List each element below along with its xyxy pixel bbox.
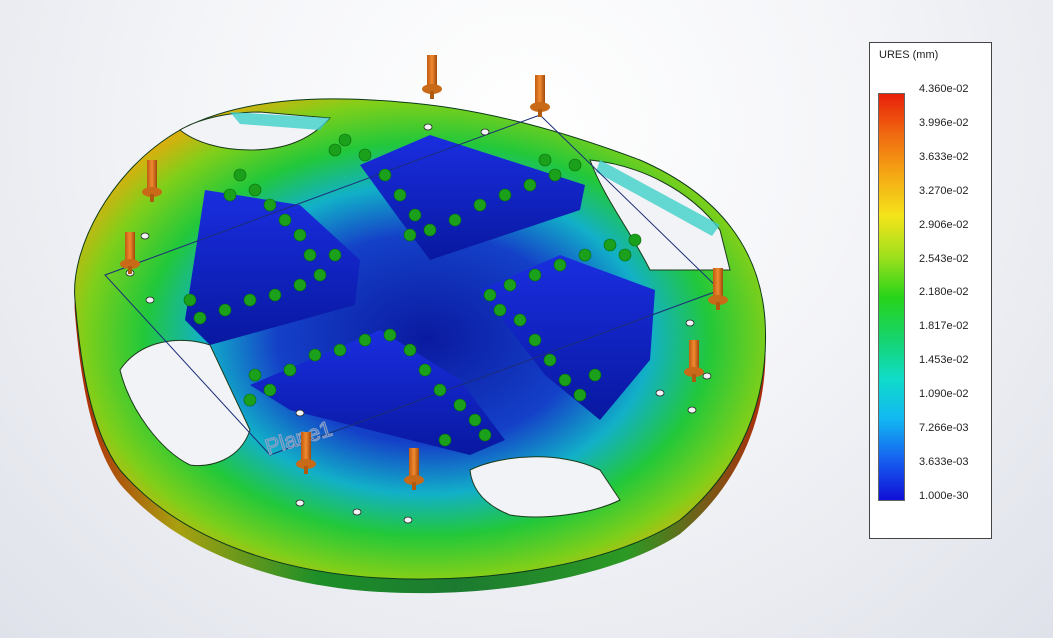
legend-tick-label: 2.543e-02 [919, 252, 969, 265]
cutout-walls [230, 112, 720, 236]
fixture-cluster-sw [243, 328, 492, 447]
fixture-cluster-ne [328, 133, 582, 242]
bolt [296, 432, 316, 474]
legend-tick-label: 3.633e-02 [919, 150, 969, 163]
legend-tick-label: 1.000e-30 [919, 489, 969, 502]
legend-color-bar [878, 93, 905, 501]
legend-tick-label: 3.270e-02 [919, 184, 969, 197]
fixture-cluster-se [483, 233, 642, 402]
fixture-cluster-nw [183, 168, 342, 325]
bolt [142, 160, 162, 202]
bolt [422, 55, 442, 99]
fixture-symbols [183, 133, 642, 447]
bolt [708, 268, 728, 310]
bolt [684, 340, 704, 382]
legend-tick-label: 3.633e-03 [919, 455, 969, 468]
legend-tick-label: 4.360e-02 [919, 83, 969, 95]
bolts [120, 55, 728, 490]
legend-tick-label: 1.090e-02 [919, 388, 969, 401]
results-legend[interactable]: URES (mm) 4.360e-02 3.996e-02 3.633e-02 3.2… [869, 42, 992, 539]
legend-title: URES (mm) [879, 49, 939, 61]
bolt [120, 232, 140, 274]
legend-tick-label: 1.453e-02 [919, 354, 969, 367]
bolt [404, 448, 424, 490]
bolt [530, 75, 550, 117]
legend-tick-label: 2.180e-02 [919, 286, 969, 299]
legend-tick-label: 3.996e-02 [919, 116, 969, 129]
bolt-holes [125, 123, 712, 524]
legend-tick-label: 1.817e-02 [919, 320, 969, 333]
legend-tick-label: 7.266e-03 [919, 422, 969, 434]
legend-tick-label: 2.906e-02 [919, 218, 969, 231]
